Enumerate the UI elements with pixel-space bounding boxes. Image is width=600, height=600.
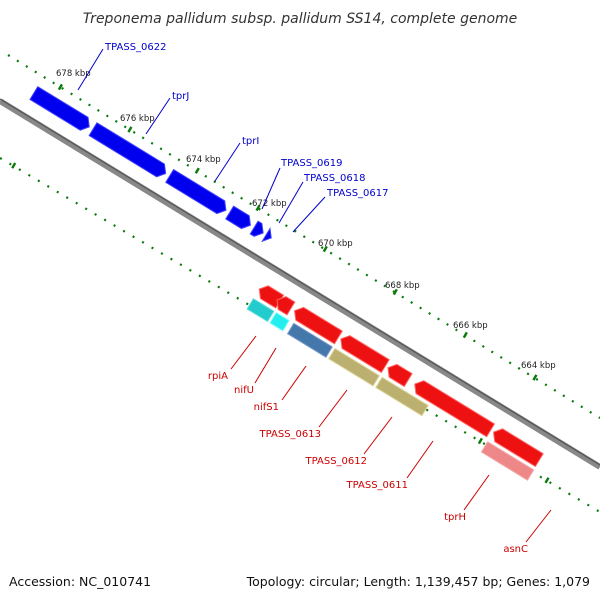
cog-category-track (246, 298, 535, 481)
gene-TPASS_0622[interactable] (29, 85, 93, 134)
gene-TPASS_0613[interactable] (337, 333, 390, 374)
leader-line (145, 97, 171, 135)
gene-label-TPASS_0617[interactable]: TPASS_0617 (326, 188, 388, 199)
forward-strand-track (29, 85, 275, 244)
major-tick (322, 245, 328, 253)
scale-label-678: 678 kbp (56, 69, 91, 79)
gene-TPASS_0612[interactable] (384, 361, 413, 388)
cog-nifU (269, 312, 290, 332)
scale-label-674: 674 kbp (186, 155, 221, 165)
gene-nifU[interactable] (273, 294, 296, 316)
gene-TPASS_0619[interactable] (225, 205, 255, 231)
major-tick (127, 126, 133, 133)
outer-major-ticks (57, 83, 538, 381)
major-tick (532, 374, 538, 381)
forward-leader-lines (77, 48, 326, 233)
gene-nifS1[interactable] (291, 304, 343, 345)
gene-label-TPASS_0613[interactable]: TPASS_0613 (259, 429, 321, 440)
major-tick (392, 288, 398, 296)
reverse-strand-track (258, 285, 544, 468)
genome-backbone (0, 98, 600, 470)
major-tick (194, 167, 200, 174)
gene-label-TPASS_0612[interactable]: TPASS_0612 (305, 456, 367, 467)
scale-label-668: 668 kbp (385, 281, 420, 291)
major-tick (255, 204, 261, 212)
gene-tprI[interactable] (165, 168, 230, 217)
major-tick (544, 477, 550, 484)
gene-label-asnC[interactable]: asnC (503, 544, 528, 555)
gene-label-rpiA[interactable]: rpiA (208, 371, 228, 382)
scale-label-670: 670 kbp (318, 239, 353, 249)
gene-label-TPASS_0622[interactable]: TPASS_0622 (104, 42, 166, 53)
cog-TPASS_0613 (328, 347, 381, 387)
leader-line (525, 509, 552, 543)
leader-line (278, 181, 304, 224)
leader-line (261, 167, 281, 210)
scale-label-664: 664 kbp (521, 361, 556, 371)
leader-line (292, 196, 326, 233)
cog-TPASS_0612-0611 (375, 376, 429, 417)
leader-line (77, 48, 104, 91)
genome-backbone-edge (0, 98, 600, 466)
major-tick (11, 162, 17, 169)
scale-label-666: 666 kbp (453, 321, 488, 331)
cog-nifS1 (286, 322, 333, 358)
major-tick (477, 437, 483, 445)
gene-label-nifU[interactable]: nifU (234, 385, 254, 396)
scale-label-676: 676 kbp (120, 114, 155, 124)
gene-tprH[interactable] (411, 378, 496, 438)
leader-line (230, 335, 257, 370)
leader-line (406, 440, 434, 479)
gene-label-TPASS_0618[interactable]: TPASS_0618 (303, 173, 365, 184)
leader-line (463, 474, 490, 511)
outer-scale-ring (7, 54, 600, 419)
gene-TPASS_0617[interactable] (261, 226, 275, 244)
accession-text: Accession: NC_010741 (9, 574, 151, 589)
reverse-leader-lines (230, 335, 552, 543)
genome-summary-text: Topology: circular; Length: 1,139,457 bp… (246, 574, 590, 589)
major-tick (57, 83, 63, 91)
cog-asnC (480, 441, 535, 481)
scale-label-672: 672 kbp (252, 199, 287, 209)
gene-tprJ[interactable] (88, 122, 169, 180)
major-tick (462, 331, 468, 339)
leader-line (318, 389, 348, 428)
leader-line (214, 142, 241, 182)
gene-label-tprJ[interactable]: tprJ (172, 91, 189, 102)
gene-label-tprI[interactable]: tprI (242, 136, 259, 147)
gene-asnC[interactable] (490, 426, 544, 468)
gene-label-TPASS_0619[interactable]: TPASS_0619 (280, 158, 342, 169)
cog-rpiA (246, 298, 275, 323)
gene-TPASS_0618[interactable] (249, 220, 267, 239)
map-title: Treponema pallidum subsp. pallidum SS14,… (83, 11, 518, 27)
gene-label-TPASS_0611[interactable]: TPASS_0611 (346, 480, 408, 491)
gene-label-tprH[interactable]: tprH (444, 512, 466, 523)
leader-line (281, 365, 307, 401)
gene-label-nifS1[interactable]: nifS1 (254, 402, 279, 413)
leader-line (363, 416, 393, 455)
leader-line (254, 347, 277, 384)
